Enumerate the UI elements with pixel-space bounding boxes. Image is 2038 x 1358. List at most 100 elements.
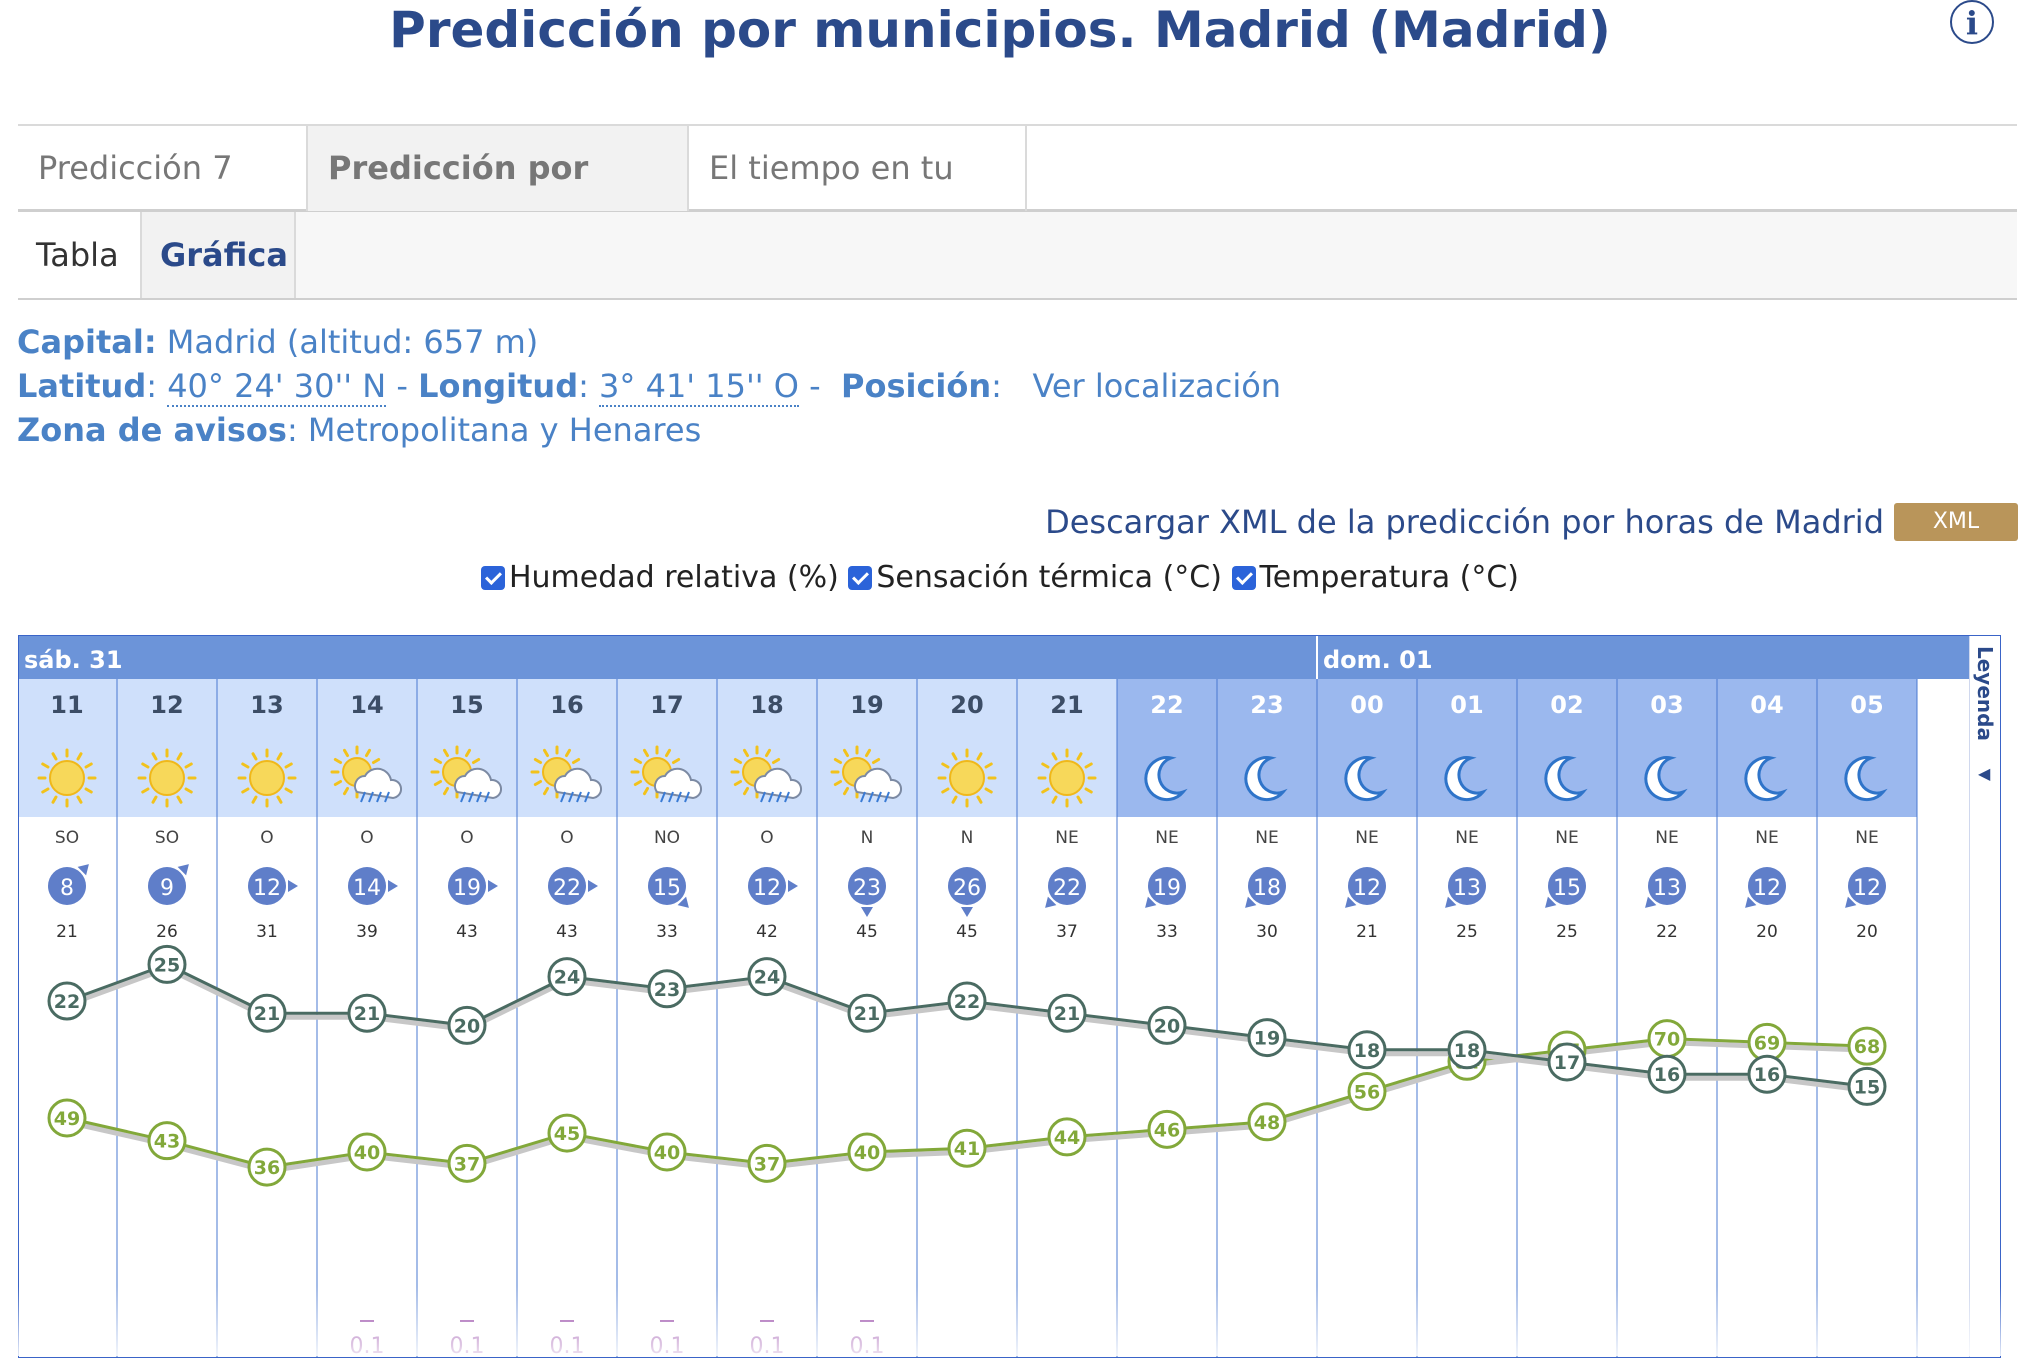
wind-arrow-icon — [1745, 867, 1786, 908]
feels-like-checkbox[interactable] — [848, 566, 873, 590]
wind-arrow-icon — [948, 867, 986, 917]
sun-ray — [176, 795, 183, 804]
wind-gust-value: 21 — [56, 922, 78, 942]
xml-button[interactable]: XML — [1894, 503, 2018, 541]
temperature-value-label: 20 — [1154, 1015, 1180, 1037]
temperature-value-label: 25 — [154, 954, 180, 976]
wind-pointer — [1145, 896, 1157, 908]
feels-like-toggle-label: Sensación térmica (°C) — [876, 560, 1222, 595]
sun-ray — [565, 748, 571, 758]
moon-shape — [1644, 756, 1688, 802]
tab-tabla[interactable]: Tabla — [18, 212, 142, 298]
sun-cloud-rain-icon — [530, 745, 602, 803]
wind-speed-value: 19 — [1153, 876, 1181, 901]
wind-speed-badge — [548, 867, 586, 905]
temperature-point — [1047, 993, 1087, 1033]
rain-drop — [876, 791, 882, 803]
temperature-point — [847, 993, 887, 1033]
ver-localizacion-link[interactable]: Ver localización — [1032, 367, 1282, 405]
wind-pointer — [861, 907, 873, 917]
info-circle-icon[interactable]: i — [1950, 0, 1994, 44]
sun-ray — [343, 748, 349, 758]
hourly-chart-svg: 11 12 13 14 15 16 17 18 19 20 21 22 23 00 01 02 03 04 05 SO… — [19, 636, 1918, 1357]
temperature-value-label: 21 — [254, 1003, 280, 1025]
sun-icon — [1037, 748, 1097, 808]
wind-arrow-icon — [1245, 867, 1286, 908]
temperature-point — [447, 1005, 487, 1045]
sun-ray — [433, 780, 443, 786]
rain-drop — [568, 791, 574, 803]
temperature-value-label: 21 — [854, 1003, 880, 1025]
sun-ray — [471, 758, 481, 764]
download-xml-label: Descargar XML de la predicción por horas… — [1045, 503, 1884, 541]
triangle-left-icon: ◀ — [1978, 764, 1991, 783]
tab-el-tiempo-en-tu-web[interactable]: El tiempo en tu web — [689, 126, 1027, 272]
sun-ray — [984, 787, 993, 794]
temperature-point — [1347, 1030, 1387, 1070]
wind-gust-value: 20 — [1756, 922, 1778, 942]
sun-disc — [1049, 760, 1085, 796]
cloud-shape — [554, 767, 602, 800]
hour-label: 00 — [1350, 691, 1383, 719]
sun-ray — [533, 780, 543, 786]
temperature-checkbox[interactable] — [1231, 566, 1256, 590]
rain-drop — [576, 791, 582, 803]
sun-ray — [1051, 752, 1058, 761]
humidity-point — [747, 1143, 787, 1183]
sun-ray — [141, 787, 150, 794]
wind-pointer — [177, 864, 189, 876]
rain-drop — [660, 791, 666, 803]
sun-ray — [151, 752, 158, 761]
sun-ray — [284, 762, 293, 769]
tab-prediccion-7-dias[interactable]: Predicción 7 días — [18, 126, 308, 272]
wind-speed-value: 15 — [653, 876, 681, 901]
humidity-point — [647, 1132, 687, 1172]
sun-ray — [333, 758, 343, 764]
sun-ray — [543, 786, 549, 796]
tab-prediccion-por-horas[interactable]: Predicción por horas — [308, 126, 689, 272]
wind-speed-badge — [248, 867, 286, 905]
legend-tab[interactable]: Leyenda ◀ — [1969, 636, 2000, 1357]
sun-ray — [51, 795, 58, 804]
wind-pointer — [1645, 896, 1657, 908]
sun-ray — [251, 752, 258, 761]
moon-icon — [1744, 756, 1788, 802]
hour-label: 21 — [1050, 691, 1083, 719]
precip-value: 0.1 — [450, 1334, 485, 1357]
wind-speed-badge — [948, 867, 986, 905]
wind-gust-value: 45 — [956, 922, 978, 942]
sun-ray — [976, 795, 983, 804]
wind-arrow-icon — [1145, 867, 1186, 908]
main-tabs: Predicción 7 días Predicción por horas E… — [18, 124, 2017, 272]
rain-drop — [868, 791, 874, 803]
zone-value: Metropolitana y Henares — [307, 411, 702, 449]
latitude-value: 40° 24' 30'' N — [167, 367, 387, 407]
rain-drop — [584, 791, 590, 803]
temperature-value-label: 22 — [54, 991, 80, 1013]
wind-gust-value: 22 — [1656, 922, 1678, 942]
humidity-checkbox[interactable] — [480, 566, 505, 590]
hour-label: 18 — [750, 691, 783, 719]
temperature-point — [1147, 1005, 1187, 1045]
longitude-label: Longitud — [418, 367, 579, 405]
moon-icon — [1544, 756, 1588, 802]
view-tabs: Tabla Gráfica — [18, 212, 2017, 300]
cloud-shape — [654, 767, 702, 800]
cloud-shape — [354, 767, 402, 800]
wind-pointer — [1345, 896, 1357, 908]
humidity-point — [447, 1143, 487, 1183]
sun-ray — [84, 787, 93, 794]
humidity-point — [1847, 1026, 1887, 1066]
humidity-value-label: 40 — [854, 1142, 880, 1164]
temperature-point — [547, 957, 587, 997]
wind-speed-badge — [1348, 867, 1386, 905]
sun-ray — [276, 795, 283, 804]
wind-pointer — [1745, 896, 1757, 908]
wind-pointer — [388, 880, 398, 892]
sun-ray — [1084, 762, 1093, 769]
wind-gust-value: 31 — [256, 922, 278, 942]
hour-label: 12 — [150, 691, 183, 719]
wind-pointer — [488, 880, 498, 892]
tab-grafica[interactable]: Gráfica — [142, 212, 296, 298]
hour-label: 23 — [1250, 691, 1283, 719]
